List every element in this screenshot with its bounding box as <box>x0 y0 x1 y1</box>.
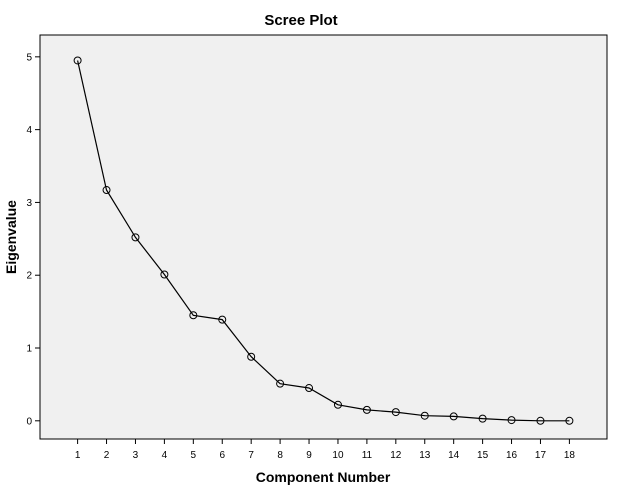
data-point <box>478 414 487 423</box>
data-point <box>507 416 516 425</box>
x-tick-label: 18 <box>564 450 576 461</box>
data-point <box>420 411 429 420</box>
x-tick-label: 13 <box>419 450 431 461</box>
x-tick-label: 10 <box>332 450 344 461</box>
y-axis-title: Eigenvalue <box>3 200 19 274</box>
x-tick-label: 15 <box>477 450 489 461</box>
x-tick-label: 2 <box>104 450 110 461</box>
data-point <box>565 416 574 425</box>
data-point <box>189 311 198 320</box>
y-tick-label: 2 <box>26 271 32 282</box>
x-tick-label: 7 <box>248 450 254 461</box>
eigenvalue-line <box>77 60 570 422</box>
x-tick-label: 16 <box>506 450 518 461</box>
x-tick-label: 4 <box>162 450 168 461</box>
data-markers <box>73 56 574 425</box>
data-point <box>218 315 227 324</box>
data-point <box>102 186 111 195</box>
data-point <box>362 405 371 414</box>
y-axis: 0 1 2 3 4 5 <box>26 52 40 427</box>
x-axis: 1 2 3 4 5 6 7 8 9 10 11 12 13 14 15 16 17 18 <box>75 439 576 461</box>
x-tick-label: 1 <box>75 450 81 461</box>
data-point <box>73 56 82 65</box>
x-tick-label: 9 <box>306 450 312 461</box>
y-tick-label: 4 <box>26 125 32 136</box>
x-tick-label: 14 <box>448 450 460 461</box>
data-point <box>391 408 400 417</box>
data-point <box>160 270 169 279</box>
x-tick-label: 3 <box>133 450 139 461</box>
data-point <box>536 416 545 425</box>
y-tick-label: 3 <box>26 198 32 209</box>
x-tick-label: 6 <box>219 450 225 461</box>
x-tick-label: 12 <box>390 450 402 461</box>
data-point <box>333 400 342 409</box>
x-tick-label: 5 <box>191 450 197 461</box>
data-point <box>305 384 314 393</box>
chart-title: Scree Plot <box>264 12 337 29</box>
x-tick-label: 17 <box>535 450 547 461</box>
data-point <box>449 412 458 421</box>
x-axis-title: Component Number <box>256 469 391 485</box>
data-point <box>131 233 140 242</box>
data-point <box>276 379 285 388</box>
x-tick-label: 8 <box>277 450 283 461</box>
y-tick-label: 0 <box>26 416 32 427</box>
y-tick-label: 5 <box>26 52 32 63</box>
plot-area <box>39 34 608 440</box>
x-tick-label: 11 <box>362 450 373 461</box>
data-point <box>247 352 256 361</box>
y-tick-label: 1 <box>26 344 32 355</box>
